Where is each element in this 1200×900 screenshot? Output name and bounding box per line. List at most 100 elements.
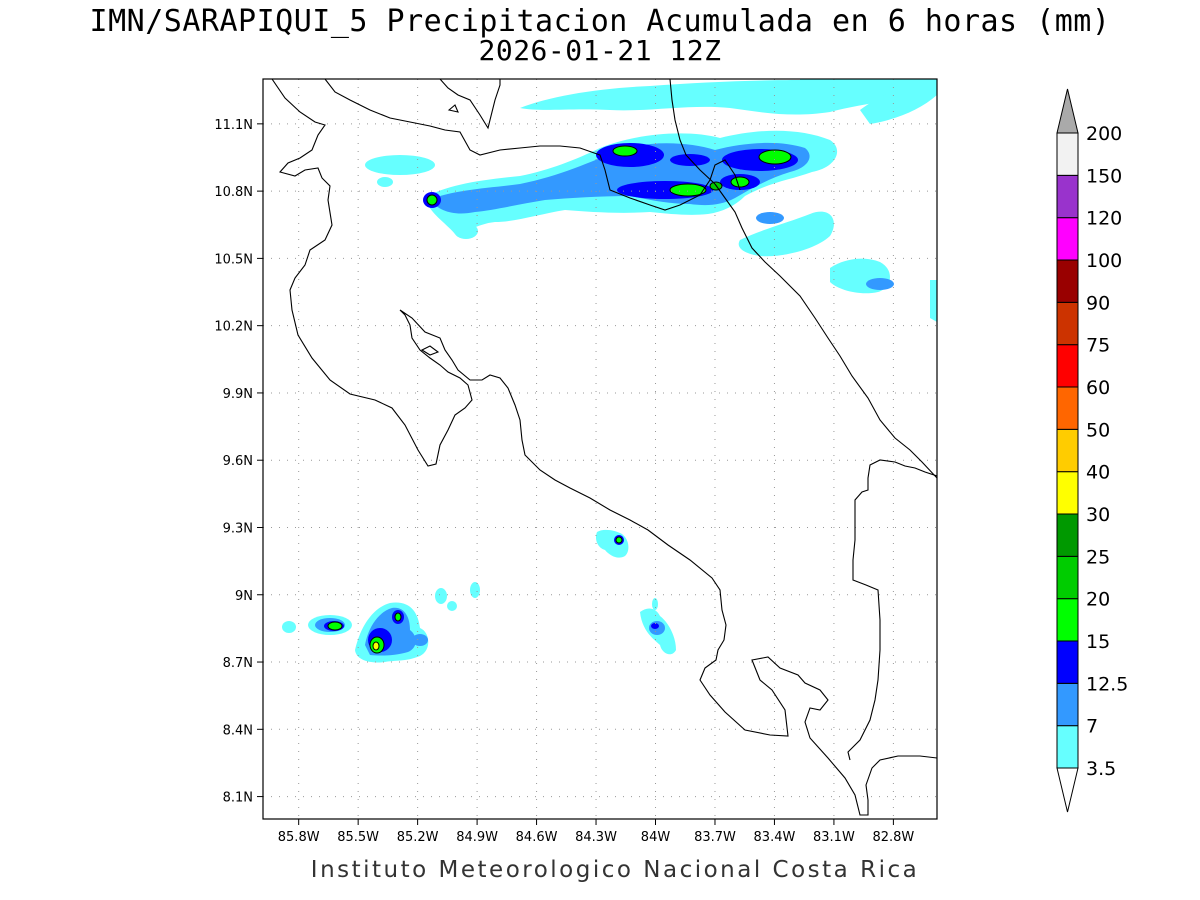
lon-tick-label-9: 83.1W bbox=[813, 830, 855, 845]
colorbar-swatch-4 bbox=[1056, 555, 1079, 600]
coastline-island-2 bbox=[420, 345, 440, 356]
colorbar-swatch-13 bbox=[1056, 174, 1079, 219]
precip-sw-blue-3 bbox=[412, 634, 428, 646]
precip-patch-nw-light bbox=[365, 155, 435, 175]
precip-max-north-2 bbox=[669, 183, 707, 197]
colorbar-swatch-0 bbox=[1056, 725, 1079, 769]
colorbar-label-1: 7 bbox=[1086, 716, 1098, 738]
coastline-nicaragua-lake bbox=[324, 79, 741, 211]
lat-tick-label-7: 9N bbox=[235, 589, 253, 604]
colorbar-swatch-1 bbox=[1056, 682, 1079, 727]
latitude-axis: 11.1N 10.8N 10.5N 10.2N 9.9N 9.6N 9.3N 9N 8.7N 8.… bbox=[214, 118, 263, 806]
precip-sw-light-6 bbox=[470, 582, 480, 598]
lon-tick-label-0: 85.8W bbox=[278, 830, 320, 845]
colorbar: 3.5 7 12.5 15 20 25 30 40 50 60 75 90 100 120 150 200 bbox=[1056, 88, 1128, 813]
colorbar-label-11: 90 bbox=[1086, 292, 1110, 314]
colorbar-swatch-3 bbox=[1056, 598, 1079, 642]
colorbar-label-4: 20 bbox=[1086, 589, 1110, 611]
coastline-bocas bbox=[847, 459, 937, 761]
precip-sw-green-3 bbox=[394, 612, 402, 622]
precip-sw-yellow-1 bbox=[372, 641, 380, 651]
colorbar-swatch-7 bbox=[1056, 428, 1079, 473]
lat-tick-label-2: 10.5N bbox=[214, 252, 253, 267]
precip-central-light-3 bbox=[652, 598, 658, 610]
precip-patch-ne-corner bbox=[860, 79, 937, 124]
precip-band-ne-light bbox=[520, 79, 930, 115]
precip-patch-east-tiny bbox=[756, 212, 784, 224]
precip-band-north-mid bbox=[430, 142, 810, 214]
precip-patch-nw-small bbox=[377, 177, 393, 187]
lat-tick-label-4: 9.9N bbox=[223, 387, 253, 402]
colorbar-label-3: 15 bbox=[1086, 631, 1110, 653]
precip-patch-east-blue bbox=[866, 278, 894, 290]
colorbar-label-5: 25 bbox=[1086, 546, 1110, 568]
lon-tick-label-6: 84W bbox=[641, 830, 671, 845]
coastline-pacific bbox=[271, 79, 937, 816]
precip-patch-east-small bbox=[784, 230, 820, 246]
colorbar-label-6: 30 bbox=[1086, 504, 1110, 526]
colorbar-swatch-14 bbox=[1056, 132, 1079, 176]
lon-tick-label-2: 85.2W bbox=[397, 830, 439, 845]
border-nicaragua bbox=[439, 79, 501, 130]
colorbar-swatch-11 bbox=[1056, 259, 1079, 303]
precip-sw-light-4 bbox=[435, 588, 447, 604]
colorbar-label-13: 120 bbox=[1086, 208, 1122, 230]
lon-tick-label-1: 85.5W bbox=[337, 830, 379, 845]
colorbar-label-8: 50 bbox=[1086, 419, 1110, 441]
longitude-axis: 85.8W 85.5W 85.2W 84.9W 84.6W 84.3W 84W 83.7W 83… bbox=[278, 819, 914, 845]
precip-patch-mid bbox=[454, 223, 478, 239]
precip-max-north-1 bbox=[612, 145, 638, 157]
lon-tick-label-3: 84.9W bbox=[456, 830, 498, 845]
colorbar-swatch-12 bbox=[1056, 217, 1079, 261]
colorbar-swatch-9 bbox=[1056, 344, 1079, 388]
precip-sw-green-1 bbox=[327, 621, 343, 631]
colorbar-swatch-8 bbox=[1056, 386, 1079, 430]
precip-sw-light-5 bbox=[447, 601, 457, 611]
precip-max-north-3 bbox=[758, 149, 792, 165]
colorbar-over-arrow bbox=[1056, 88, 1079, 134]
precip-sw-light-1 bbox=[282, 621, 296, 633]
colorbar-swatch-10 bbox=[1056, 301, 1079, 346]
footer-credit: Instituto Meteorologico Nacional Costa R… bbox=[310, 857, 920, 883]
colorbar-label-10: 75 bbox=[1086, 335, 1110, 357]
colorbar-label-0: 3.5 bbox=[1086, 758, 1116, 780]
precip-patch-far-east-light bbox=[930, 280, 937, 322]
precip-central-light-1 bbox=[595, 529, 629, 558]
colorbar-label-14: 150 bbox=[1086, 165, 1122, 187]
colorbar-label-9: 60 bbox=[1086, 377, 1110, 399]
lat-tick-label-3: 10.2N bbox=[214, 320, 253, 335]
colorbar-label-12: 100 bbox=[1086, 250, 1122, 272]
precip-max-north-5 bbox=[426, 194, 438, 206]
precip-central-green-1 bbox=[615, 536, 623, 544]
lat-tick-label-10: 8.1N bbox=[223, 791, 253, 806]
lat-tick-label-9: 8.4N bbox=[223, 723, 253, 738]
coastline-island-1 bbox=[447, 104, 459, 113]
colorbar-under-arrow bbox=[1056, 767, 1079, 813]
coastline-caribbean bbox=[669, 79, 937, 479]
lon-tick-label-7: 83.7W bbox=[694, 830, 736, 845]
lat-tick-label-1: 10.8N bbox=[214, 185, 253, 200]
colorbar-swatch-5 bbox=[1056, 513, 1079, 557]
lat-tick-label-5: 9.6N bbox=[223, 454, 253, 469]
precip-max-north-4 bbox=[730, 176, 750, 188]
colorbar-label-2: 12.5 bbox=[1086, 673, 1128, 695]
precip-central-darkblue-2 bbox=[651, 623, 659, 629]
lon-tick-label-10: 82.8W bbox=[872, 830, 914, 845]
lon-tick-label-5: 84.3W bbox=[575, 830, 617, 845]
coastlines bbox=[271, 79, 937, 816]
lon-tick-label-8: 83.4W bbox=[754, 830, 796, 845]
plot-frame bbox=[262, 78, 938, 820]
precipitation-field bbox=[282, 79, 937, 663]
map-title: IMN/SARAPIQUI_5 Precipitacion Acumulada … bbox=[89, 4, 1111, 39]
precip-band-east-light bbox=[738, 211, 834, 257]
colorbar-label-7: 40 bbox=[1086, 462, 1110, 484]
lat-tick-label-0: 11.1N bbox=[214, 118, 253, 133]
lon-tick-label-4: 84.6W bbox=[516, 830, 558, 845]
lat-tick-label-8: 8.7N bbox=[223, 656, 253, 671]
map-subtitle-date: 2026-01-21 12Z bbox=[478, 34, 722, 67]
colorbar-swatch-6 bbox=[1056, 471, 1079, 515]
lat-lon-grid bbox=[263, 79, 937, 819]
lat-tick-label-6: 9.3N bbox=[223, 521, 253, 536]
colorbar-swatch-2 bbox=[1056, 640, 1079, 684]
